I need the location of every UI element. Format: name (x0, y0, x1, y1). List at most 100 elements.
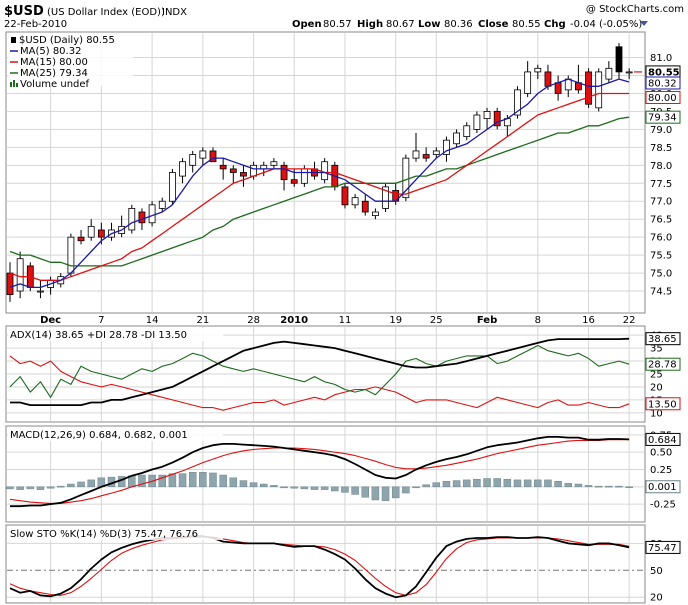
candle-up (463, 125, 471, 137)
y-tick-label: 78.5 (650, 143, 672, 154)
macd-hist-bar (270, 485, 278, 488)
price-legend: $USD (Daily) 80.55 MA(5) 80.32 MA(15) 80… (8, 33, 133, 90)
macd-tag-box (645, 432, 681, 446)
macd-hist-bar (239, 480, 248, 488)
sto-tag-box (645, 540, 681, 554)
chg-label: Chg (544, 19, 566, 30)
adx-tag-box (645, 332, 681, 346)
adx-title: ADX(14) 38.65 +DI 28.78 -DI 13.50 (10, 330, 187, 341)
x-tick-label: 11 (339, 315, 352, 326)
volume-swatch-icon (10, 80, 18, 87)
macd-hist-bar (534, 479, 542, 488)
candle-up (483, 111, 491, 120)
copyright-label: @ StockCharts.com (586, 4, 684, 15)
y-tick-labels: 74.5 75.0 75.5 76.0 76.5 77.0 77.5 78.0 78.5 79.0… (650, 53, 676, 604)
ma25-tag-box (645, 110, 681, 124)
y-tick-label: 0.25 (650, 465, 672, 476)
plus-di-tag: 28.78 (648, 360, 677, 371)
y-tick-label: 20 (650, 382, 663, 393)
y-tick-label: 77.5 (650, 179, 672, 190)
macd-panel-frame (5, 425, 646, 523)
macd-hist-bar (584, 485, 593, 488)
y-tick-label: 75.0 (650, 269, 672, 280)
macd-hist-bar (320, 486, 329, 490)
macd-hist-bar (361, 486, 369, 498)
x-tick-label: 8 (535, 315, 541, 326)
candle-down (280, 164, 288, 181)
x-tick-labels: Dec 7 14 21 28 2010 11 19 25 Feb 8 16 22 (40, 315, 635, 326)
minus-di-line (9, 355, 630, 411)
candle-up (473, 114, 481, 130)
macd-hist-bar (574, 483, 583, 488)
sto-tag: 75.47 (648, 543, 677, 554)
ma15-tag-box (645, 90, 681, 104)
macd-hist-bar (87, 479, 95, 488)
macd-hist-bar (391, 486, 400, 499)
macd-hist-bar (381, 486, 390, 501)
y-tick-label: 25 (650, 370, 663, 381)
candle-up (371, 211, 379, 217)
macd-hist-bar (371, 486, 380, 501)
y-tick-label: 20 (650, 593, 663, 604)
candle-up (87, 225, 95, 238)
macd-hist-bar (168, 473, 177, 488)
candle-down (341, 186, 349, 206)
macd-title: MACD(12,26,9) 0.684, 0.682, 0.001 (10, 430, 188, 441)
candle-up (189, 154, 197, 166)
low-value: 80.36 (444, 19, 473, 30)
x-tick-label: 2010 (280, 315, 308, 326)
adx-tag: 38.65 (648, 334, 677, 345)
y-tick-label: 79.0 (650, 125, 672, 136)
macd-hist-bar (331, 486, 339, 492)
close-tag: 80.55 (648, 67, 680, 78)
macd-hist-bar (351, 486, 359, 495)
macd-hist-bar (300, 486, 309, 490)
macd-hist-bar (493, 478, 501, 488)
adx-panel-frame (5, 325, 646, 423)
macd-hist-bar (188, 472, 197, 488)
y-tick-label: 77.0 (650, 197, 672, 208)
macd-hist-bar (77, 481, 85, 488)
macd-hist-bar (422, 484, 430, 488)
candle-up (67, 236, 75, 274)
y-tick-label: -0.25 (650, 500, 676, 511)
instrument-name: (US Dollar Index (EOD)) (47, 7, 165, 18)
candle-legend-icon (11, 37, 16, 43)
macd-hist-bar (6, 486, 14, 490)
macd-hist-bar (138, 474, 146, 488)
macd-hist-bar (158, 474, 166, 488)
macd-hist-bar (523, 479, 532, 488)
candle-up (453, 132, 461, 145)
candle-up (128, 208, 136, 231)
candle-down (138, 211, 146, 224)
y-tick-label: 35 (650, 344, 663, 355)
candle-up (534, 67, 542, 73)
macd-hist-bar (36, 486, 45, 490)
candle-up (158, 200, 166, 209)
plus-di-tag-box (645, 357, 681, 371)
candle-down (361, 200, 369, 213)
candle-down (290, 179, 298, 184)
macd-hist-bar (503, 478, 512, 488)
candle-down (209, 150, 217, 163)
candle-down (493, 111, 501, 127)
candle-up (524, 71, 532, 94)
macd-hist-bar (16, 486, 24, 490)
x-tick-label: 22 (623, 315, 636, 326)
candle-up (432, 150, 440, 155)
macd-hist-bar (229, 477, 238, 488)
close-value: 80.55 (512, 19, 541, 30)
legend-main: $USD (Daily) 80.55 (19, 35, 115, 46)
macd-hist-bar (178, 473, 187, 488)
macd-tag: 0.684 (648, 435, 677, 446)
candle-up (168, 172, 176, 202)
sto-title: Slow STO %K(14) %D(3) 75.47, 76.76 (10, 529, 198, 540)
macd-hist-bar (280, 486, 288, 489)
legend-ma5: MA(5) 80.32 (20, 46, 81, 57)
macd-signal-line (9, 439, 630, 504)
macd-hist-bar (463, 479, 471, 488)
macd-hist-bar (412, 486, 420, 489)
ma5-tag-box (645, 76, 681, 90)
sto-d-line (9, 536, 630, 596)
